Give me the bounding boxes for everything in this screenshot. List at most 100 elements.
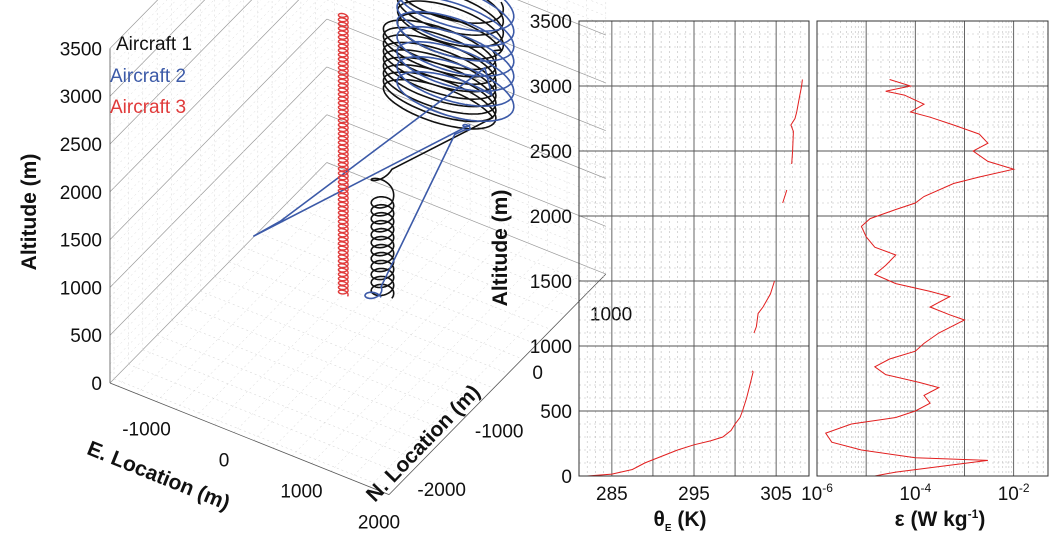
legend-aircraft-2: Aircraft 2 [110, 66, 186, 87]
altitude-tick-label: 3500 [60, 39, 102, 60]
altitude-tick-label: 1500 [60, 231, 102, 252]
east-tick-label: 1000 [280, 482, 322, 503]
side-wall-gridline [109, 0, 309, 202]
side-wall-gridline [109, 0, 253, 145]
side-wall-gridline [109, 0, 290, 183]
floor-gridline [117, 165, 335, 387]
back-wall-gridline [326, 0, 606, 112]
east-location-axis-label: E. Location (m) [84, 437, 233, 515]
north-tick-label: -1000 [475, 421, 524, 442]
east-tick-label: 2000 [358, 513, 400, 534]
north-tick-labels: -2000 -1000 0 1000 [417, 304, 632, 501]
floor-gridline [272, 217, 552, 330]
floor-gridline [142, 349, 422, 462]
dissipation-axis-label: ε (W kg-1) [895, 507, 986, 531]
dissipation-tick-label: 10-2 [998, 481, 1030, 505]
floor-gridline [214, 204, 432, 426]
side-wall-gridline [109, 114, 328, 336]
altitude-tick-label: 500 [540, 402, 572, 423]
theta-e-profile-line [587, 79, 803, 477]
floor-gridline [243, 247, 523, 360]
floor-gridline [350, 258, 568, 480]
theta-e-plot-frame [578, 20, 810, 477]
back-wall-gridline [326, 47, 606, 160]
side-wall-gridline [109, 66, 328, 288]
side-wall-gridline [109, 0, 243, 135]
side-wall-gridline [109, 47, 327, 269]
side-wall-gridline [109, 0, 234, 126]
back-wall-gridline [326, 123, 606, 237]
back-wall-gridline [326, 95, 606, 208]
north-tick-label: -2000 [417, 480, 466, 501]
flight-tracks [253, 0, 515, 300]
side-wall-gridline [109, 0, 206, 97]
legend-aircraft-1: Aircraft 1 [116, 34, 192, 55]
side-wall-gridline [109, 85, 327, 307]
altitude-tick-label: 3000 [530, 77, 572, 98]
side-wall-gridline [109, 9, 327, 231]
dissipation-tick-label: 10-6 [801, 481, 833, 505]
altitude-axis-label-right: Altitude (m) [489, 190, 512, 307]
side-wall-gridline [109, 0, 327, 221]
3d-grid [109, 0, 607, 495]
theta-e-axis-label: θE (K) [653, 508, 706, 534]
altitude-tick-label: 2500 [530, 142, 572, 163]
floor-gridline [311, 242, 529, 464]
back-wall-gridline [541, 0, 606, 26]
altitude-tick-label: 1500 [530, 272, 572, 293]
floor-gridline [214, 276, 494, 389]
side-wall-gridline [109, 133, 327, 355]
altitude-tick-label: 0 [561, 467, 572, 488]
back-wall-gridline [421, 0, 606, 74]
back-wall-gridline [397, 0, 606, 84]
side-wall-gridline [109, 0, 168, 59]
back-wall-gridline [326, 152, 606, 265]
altitude-tick-label: 1000 [60, 278, 102, 299]
floor-gridline [257, 232, 537, 345]
back-wall-gridline [326, 114, 606, 227]
side-wall-gridline [109, 162, 328, 384]
side-wall-gridline [109, 38, 327, 259]
back-wall-gridline [493, 0, 606, 45]
floor-gridline [228, 261, 509, 374]
theta-e-tick-labels: 285 295 305 [596, 484, 792, 505]
altitude-tick-label: 0 [91, 374, 102, 395]
north-tick-label: 1000 [590, 304, 632, 325]
altitude-tick-label: 3000 [60, 87, 102, 108]
north-axis [388, 273, 607, 495]
back-wall-gridline [326, 143, 606, 256]
floor-gridline [171, 320, 451, 433]
back-wall-gridline [326, 9, 606, 122]
side-wall-gridline [109, 124, 327, 345]
floor-gridline [113, 378, 394, 491]
back-wall-gridline [326, 104, 606, 217]
floor-gridline [157, 334, 437, 447]
aircraft-1-track [370, 0, 505, 299]
dissipation-tick-label: 10-4 [899, 481, 931, 505]
side-wall-gridline [109, 0, 159, 49]
side-wall-gridline [109, 57, 327, 278]
side-wall-gridline [109, 152, 327, 374]
east-tick-labels: -1000 0 1000 2000 [122, 420, 400, 534]
back-wall-gridline [517, 0, 606, 36]
dissipation-profile-plot: 10-6 10-4 10-2 ε (W kg-1) [801, 20, 1049, 531]
side-wall-gridline [109, 0, 224, 116]
theta-e-profile-plot: 0 500 1000 1500 2000 2500 3000 3500 285 295 305 A… [489, 12, 810, 534]
altitude-tick-label: 500 [70, 326, 102, 347]
floor-gridline [315, 173, 595, 287]
floor-gridline [195, 196, 413, 418]
side-wall-gridline [109, 104, 327, 326]
floor-gridline [272, 227, 490, 449]
north-tick-label: 0 [532, 363, 543, 384]
dissipation-tick-labels: 10-6 10-4 10-2 [801, 481, 1030, 505]
east-axis [109, 382, 390, 495]
altitude-axis-label: Altitude (m) [18, 154, 41, 271]
east-tick-label: 0 [219, 451, 230, 472]
side-wall-gridline [109, 76, 327, 298]
altitude-tick-label: 2000 [530, 207, 572, 228]
altitude-tick-labels-right: 0 500 1000 1500 2000 2500 3000 3500 [530, 12, 572, 488]
side-wall-gridline [109, 95, 327, 317]
theta-e-tick-label: 295 [678, 484, 710, 505]
floor-gridline [175, 188, 393, 410]
